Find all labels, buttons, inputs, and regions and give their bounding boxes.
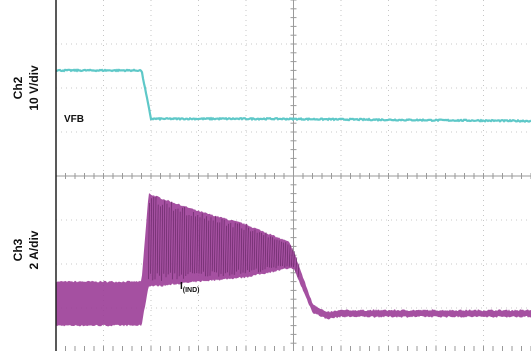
traces [55,68,531,327]
vfb-trace [55,68,531,123]
iind-trace-label-sub: (IND) [183,287,200,294]
ch3-axis-label-line1: Ch3 [11,238,25,261]
iind-trace-label: I(IND) [180,281,200,294]
iind-trace-band [56,193,531,327]
ch3-axis-label-line2: 2 A/div [27,230,41,269]
ch2-axis-label-line2: 10 V/div [27,65,41,111]
iind-trace-ripple [148,196,300,281]
iind-trace-label-main: I [180,281,183,292]
graticule [55,0,531,351]
ch2-axis-label-line1: Ch2 [11,76,25,99]
vfb-trace-label: VFB [64,114,84,125]
